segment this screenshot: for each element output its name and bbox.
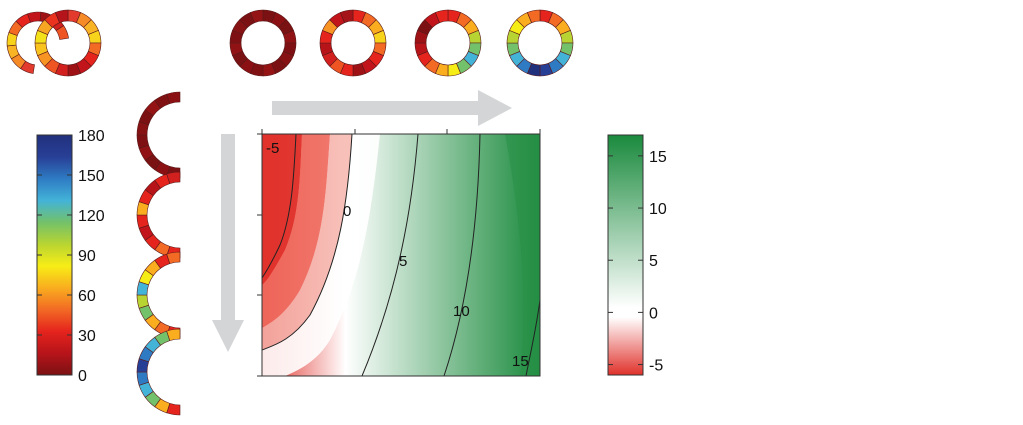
value-colorbar-tick-label: 0	[649, 305, 658, 322]
value-colorbar-tick-label: 10	[649, 201, 667, 218]
contour-line-minus5	[262, 134, 297, 279]
value-colorbar-ticks: 15 10 5 0 -5	[608, 149, 667, 375]
side-arcs	[136, 91, 181, 416]
contour-label-15: 15	[512, 353, 529, 370]
value-colorbar: 15 10 5 0 -5	[607, 134, 667, 376]
side-arc-4	[136, 328, 181, 416]
contour-band-red-light	[262, 134, 352, 350]
contour-frame	[261, 133, 541, 377]
side-arc-1	[136, 91, 181, 179]
contour-ticks	[257, 129, 541, 377]
angle-colorbar-tick-label: 30	[78, 328, 96, 345]
contour-label-0: 0	[343, 203, 351, 220]
contour-label-minus5: -5	[266, 140, 279, 157]
side-arc-1-segment	[166, 91, 181, 104]
side-arc-2	[136, 171, 181, 259]
horizontal-arrow	[272, 90, 512, 126]
angle-colorbar-tick-label: 0	[78, 368, 87, 385]
top-ring-5	[506, 9, 574, 77]
contour-band-red-dark	[262, 134, 302, 285]
side-arc-3	[136, 251, 181, 339]
value-colorbar-tick-label: -5	[649, 358, 663, 375]
value-colorbar-tick-label: 15	[649, 149, 667, 166]
contour-labels: -5 0 5 10 15	[266, 140, 529, 370]
side-arc-4-segment	[166, 328, 181, 341]
contour-label-5: 5	[399, 253, 407, 270]
contour-label-10: 10	[453, 303, 470, 320]
contour-band-dark-green	[505, 134, 540, 376]
vertical-arrow	[212, 134, 244, 352]
contour-plot: -5 0 5 10 15	[257, 129, 541, 377]
top-ring-3	[319, 9, 387, 77]
angle-colorbar-tick-label: 180	[78, 128, 105, 145]
contour-line-15	[525, 299, 540, 376]
top-ring-4	[414, 9, 482, 77]
angle-colorbar-tick-label: 120	[78, 208, 105, 225]
contour-band-red-mid	[262, 134, 330, 328]
contour-line-5	[361, 134, 419, 376]
angle-colorbar: 180 150 120 90 60 30 0	[36, 128, 105, 385]
angle-colorbar-bar	[36, 134, 73, 376]
top-ring-2-segment	[249, 9, 264, 24]
top-ring-1-segment	[54, 9, 69, 24]
top-ring-1	[34, 9, 102, 77]
angle-colorbar-tick-label: 60	[78, 288, 96, 305]
side-arc-3-segment	[166, 251, 181, 264]
top-ring-4-segment	[434, 9, 449, 24]
value-colorbar-bar	[607, 134, 644, 376]
contour-line-0	[262, 134, 353, 351]
top-ring-2	[229, 9, 297, 77]
angle-colorbar-ticks: 180 150 120 90 60 30 0	[37, 128, 105, 385]
angle-colorbar-tick-label: 90	[78, 248, 96, 265]
angle-colorbar-tick-label: 150	[78, 168, 105, 185]
top-ring-5-segment	[526, 9, 541, 24]
top-ring-3-segment	[339, 9, 354, 24]
contour-band-white	[262, 134, 380, 376]
side-arc-2-segment	[166, 171, 181, 184]
contour-line-10	[443, 134, 481, 376]
top-rings	[6, 9, 574, 77]
top-ring-back-arc-segment	[55, 25, 69, 40]
value-colorbar-tick-label: 5	[649, 253, 658, 270]
